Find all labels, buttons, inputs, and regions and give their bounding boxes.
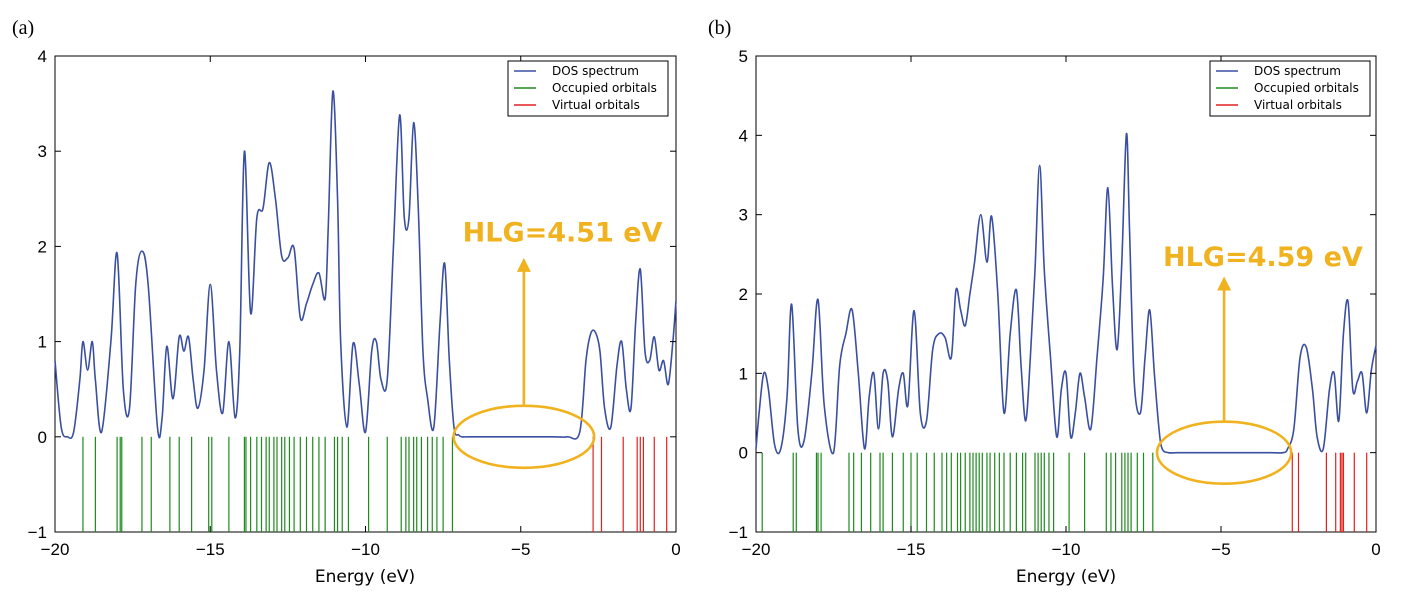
dos-line (54, 90, 677, 440)
gap-arrow-head (516, 257, 531, 272)
legend-label-dos-a: DOS spectrum (552, 64, 639, 78)
hlg-label: HLG=4.51 eV (463, 218, 663, 249)
occupied-orbitals-a (82, 436, 454, 532)
panel-label-b: (b) (708, 17, 731, 39)
dos-curve-a (54, 90, 677, 440)
legend-label-occupied-b: Occupied orbitals (1254, 81, 1359, 95)
x-tick-label: −5 (511, 540, 530, 559)
legend-label-virtual-a: Virtual orbitals (552, 98, 640, 112)
y-tick-label: 4 (739, 126, 748, 145)
legend-label-virtual-b: Virtual orbitals (1254, 98, 1342, 112)
y-tick-label: 0 (38, 428, 47, 447)
x-tick-label: −10 (351, 540, 380, 559)
virtual-orbitals-a (592, 436, 668, 532)
legend-label-occupied-a: Occupied orbitals (552, 81, 657, 95)
panel-label-a: (a) (12, 17, 34, 39)
hlg-label: HLG=4.59 eV (1163, 242, 1363, 273)
dos-curve-b (755, 132, 1377, 455)
x-ticks-a: −20 −15 −10 −5 0 (41, 56, 681, 559)
legend-b: DOS spectrum Occupied orbitals Virtual o… (1209, 60, 1371, 117)
dos-line (755, 132, 1377, 455)
x-tick-label: −20 (41, 540, 70, 559)
x-tick-label: −10 (1052, 540, 1081, 559)
y-ticks-b: −1 0 1 2 3 4 5 (729, 47, 1376, 542)
occupied-orbitals-b (761, 452, 1154, 532)
y-tick-label: −1 (729, 523, 748, 542)
y-tick-label: 1 (739, 364, 748, 383)
x-tick-label: 0 (1371, 540, 1380, 559)
x-tick-label: −15 (196, 540, 225, 559)
y-tick-label: 3 (38, 142, 47, 161)
x-tick-label: −15 (897, 540, 926, 559)
y-tick-label: 5 (739, 47, 748, 66)
x-ticks-b: −20 −15 −10 −5 0 (742, 56, 1381, 559)
y-tick-label: 4 (38, 47, 47, 66)
y-tick-label: 3 (739, 206, 748, 225)
y-tick-label: −1 (28, 523, 47, 542)
y-tick-label: 0 (739, 444, 748, 463)
y-tick-label: 1 (38, 333, 47, 352)
y-ticks-a: −1 0 1 2 3 4 (28, 47, 676, 542)
x-tick-label: 0 (671, 540, 680, 559)
gap-arrow-head (1217, 276, 1232, 291)
x-axis-title-a: Energy (eV) (315, 567, 415, 587)
hlg-annotation-a: HLG=4.51 eV (452, 218, 663, 470)
hlg-annotation-b: HLG=4.59 eV (1155, 242, 1363, 485)
virtual-orbitals-b (1291, 452, 1368, 532)
legend-a: DOS spectrum Occupied orbitals Virtual o… (507, 60, 669, 117)
y-tick-label: 2 (38, 237, 47, 256)
legend-label-dos-b: DOS spectrum (1254, 64, 1341, 78)
x-tick-label: −20 (742, 540, 771, 559)
x-axis-title-b: Energy (eV) (1016, 567, 1116, 587)
y-tick-label: 2 (739, 285, 748, 304)
x-tick-label: −5 (1211, 540, 1230, 559)
